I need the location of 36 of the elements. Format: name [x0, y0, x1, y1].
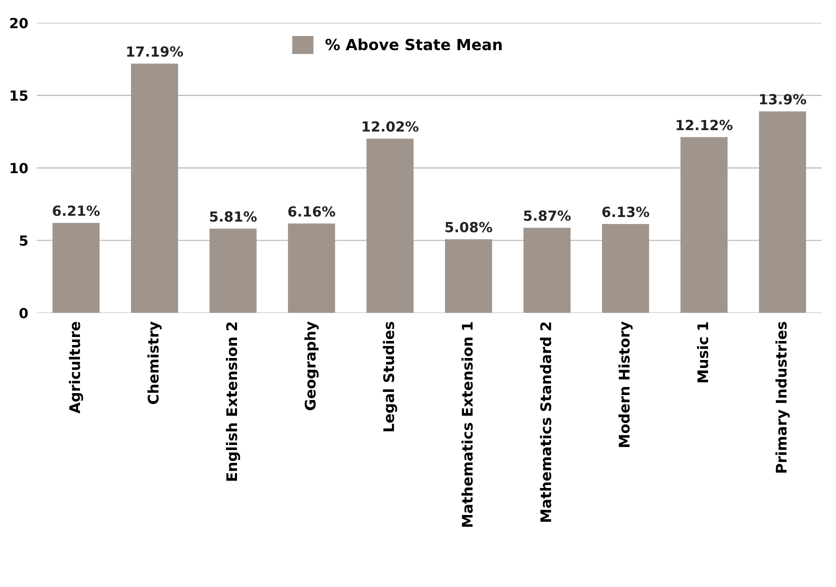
data-label: 17.19% — [127, 46, 184, 57]
x-tick-label: Chemistry — [147, 321, 162, 404]
bar — [444, 239, 492, 313]
x-tick-label: Music 1 — [696, 322, 708, 382]
x-tick-label: Modern History — [618, 321, 633, 447]
legend-label: % Above State Mean — [325, 38, 502, 50]
bar — [130, 64, 178, 313]
data-label: 6.21% — [52, 205, 100, 216]
y-tick-label: 15 — [10, 90, 28, 101]
y-tick-label: 0 — [19, 308, 28, 318]
data-label: 6.13% — [602, 206, 650, 218]
data-label: 13.9% — [760, 94, 806, 104]
bar — [209, 228, 257, 313]
data-label: 5.87% — [524, 210, 571, 221]
data-label: 5.81% — [210, 211, 257, 222]
data-label: 6.16% — [288, 206, 336, 217]
bar — [366, 138, 414, 313]
bar — [288, 224, 336, 313]
x-tick-label: English Extension 2 — [226, 322, 240, 481]
x-tick-label: Mathematics Extension 1 — [461, 322, 473, 527]
data-label: 12.02% — [362, 121, 419, 132]
x-tick-label: Mathematics Standard 2 — [540, 322, 552, 522]
data-label: 5.08% — [446, 222, 492, 232]
bar — [52, 222, 100, 313]
bar — [758, 111, 806, 313]
data-label: 12.12% — [676, 120, 733, 130]
x-tick-label: Legal Studies — [382, 322, 398, 432]
y-tick-label: 5 — [20, 236, 28, 246]
x-tick-label: Geography — [304, 321, 319, 410]
bar — [680, 137, 728, 313]
x-tick-label: Primary Industries — [775, 322, 790, 473]
bar — [602, 224, 650, 313]
y-tick-label: 10 — [10, 162, 28, 174]
y-tick-label: 20 — [10, 18, 28, 28]
bar — [523, 228, 571, 313]
x-tick-label: Agriculture — [68, 322, 84, 414]
